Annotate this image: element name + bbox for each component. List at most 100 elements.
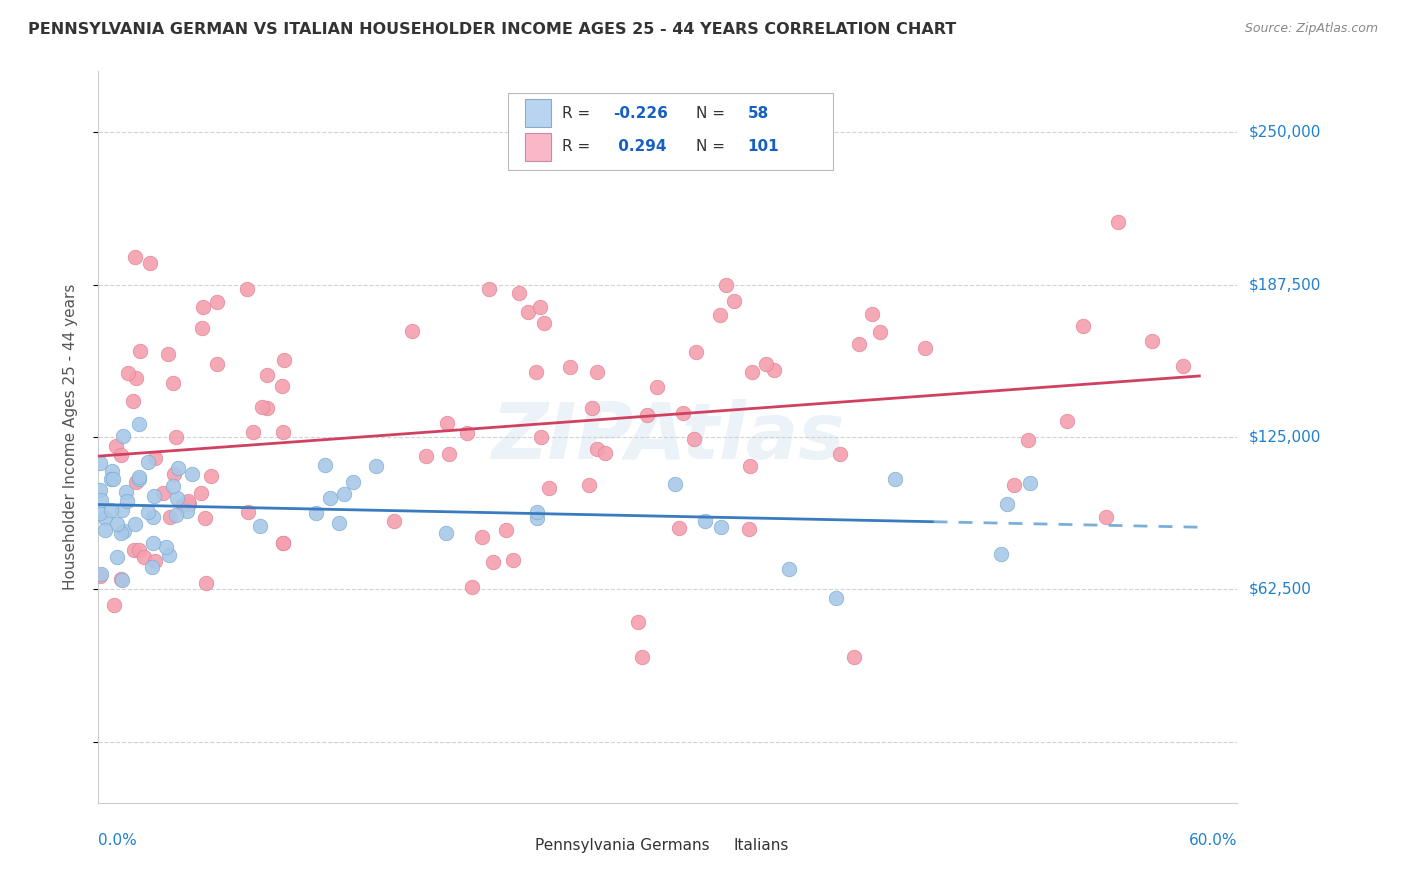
Point <box>685 345 707 359</box>
Point <box>112 524 135 538</box>
Point <box>586 442 609 457</box>
Point <box>256 368 278 383</box>
Point <box>319 491 342 506</box>
Point <box>778 562 800 576</box>
Point <box>471 530 494 544</box>
Point <box>914 342 936 356</box>
Point <box>710 520 733 534</box>
Point <box>129 344 152 359</box>
Point <box>242 425 264 439</box>
Point <box>314 458 336 473</box>
Point <box>100 472 122 486</box>
Point <box>128 471 150 485</box>
Point <box>502 553 524 567</box>
Text: 101: 101 <box>748 139 779 154</box>
Point <box>136 505 159 519</box>
Point <box>1142 334 1164 348</box>
Point <box>558 359 581 374</box>
Point <box>529 300 551 314</box>
Text: Italians: Italians <box>734 838 789 854</box>
Point <box>249 519 271 533</box>
Point <box>482 555 505 569</box>
Text: N =: N = <box>696 139 730 154</box>
Point <box>166 491 188 506</box>
Point <box>434 525 457 540</box>
Point <box>738 522 761 536</box>
Point <box>167 461 190 475</box>
Point <box>110 525 132 540</box>
Point <box>200 469 222 483</box>
Point <box>124 250 146 264</box>
Point <box>94 523 117 537</box>
Point <box>122 393 145 408</box>
Point <box>271 425 294 439</box>
Point <box>1002 478 1025 492</box>
Point <box>90 492 112 507</box>
Point <box>191 321 214 335</box>
Point <box>89 456 111 470</box>
Point <box>578 478 600 492</box>
Point <box>382 514 405 528</box>
Point <box>236 282 259 296</box>
Point <box>415 450 437 464</box>
Point <box>1056 414 1078 428</box>
Point <box>176 493 198 508</box>
Point <box>94 511 117 525</box>
Point <box>672 406 695 420</box>
Point <box>860 307 883 321</box>
Point <box>537 481 560 495</box>
Point <box>848 337 870 351</box>
Point <box>526 510 548 524</box>
Point <box>128 469 150 483</box>
Point <box>1094 510 1116 524</box>
Point <box>593 446 616 460</box>
Point <box>179 497 201 511</box>
Point <box>124 517 146 532</box>
Point <box>141 560 163 574</box>
Point <box>401 324 423 338</box>
Point <box>456 426 478 441</box>
Point <box>205 357 228 371</box>
Point <box>273 352 295 367</box>
Point <box>271 379 294 393</box>
Point <box>271 536 294 550</box>
Point <box>627 615 650 630</box>
Point <box>1017 433 1039 447</box>
Point <box>723 293 745 308</box>
Point <box>155 540 177 554</box>
Point <box>152 486 174 500</box>
Point <box>125 475 148 489</box>
Point <box>516 305 538 319</box>
Point <box>143 554 166 568</box>
Point <box>165 508 187 523</box>
Text: 60.0%: 60.0% <box>1189 833 1237 848</box>
Point <box>117 366 139 380</box>
Point <box>110 448 132 462</box>
Point <box>709 308 731 322</box>
Text: Source: ZipAtlas.com: Source: ZipAtlas.com <box>1244 22 1378 36</box>
Point <box>1171 359 1194 373</box>
Point <box>305 507 328 521</box>
Text: Pennsylvania Germans: Pennsylvania Germans <box>534 838 709 854</box>
FancyBboxPatch shape <box>509 94 832 170</box>
Point <box>631 649 654 664</box>
Point <box>695 514 717 528</box>
Text: -0.226: -0.226 <box>613 105 668 120</box>
Point <box>104 439 127 453</box>
Point <box>530 430 553 444</box>
Point <box>332 487 354 501</box>
Point <box>207 295 229 310</box>
Point <box>478 282 501 296</box>
Point <box>112 429 135 443</box>
Point <box>139 256 162 270</box>
Point <box>461 581 484 595</box>
FancyBboxPatch shape <box>503 836 527 856</box>
Point <box>328 516 350 530</box>
Point <box>89 483 111 497</box>
Point <box>142 535 165 549</box>
Text: 58: 58 <box>748 105 769 120</box>
Point <box>128 417 150 432</box>
Point <box>526 505 548 519</box>
Point <box>176 504 198 518</box>
Text: $62,500: $62,500 <box>1249 582 1312 597</box>
